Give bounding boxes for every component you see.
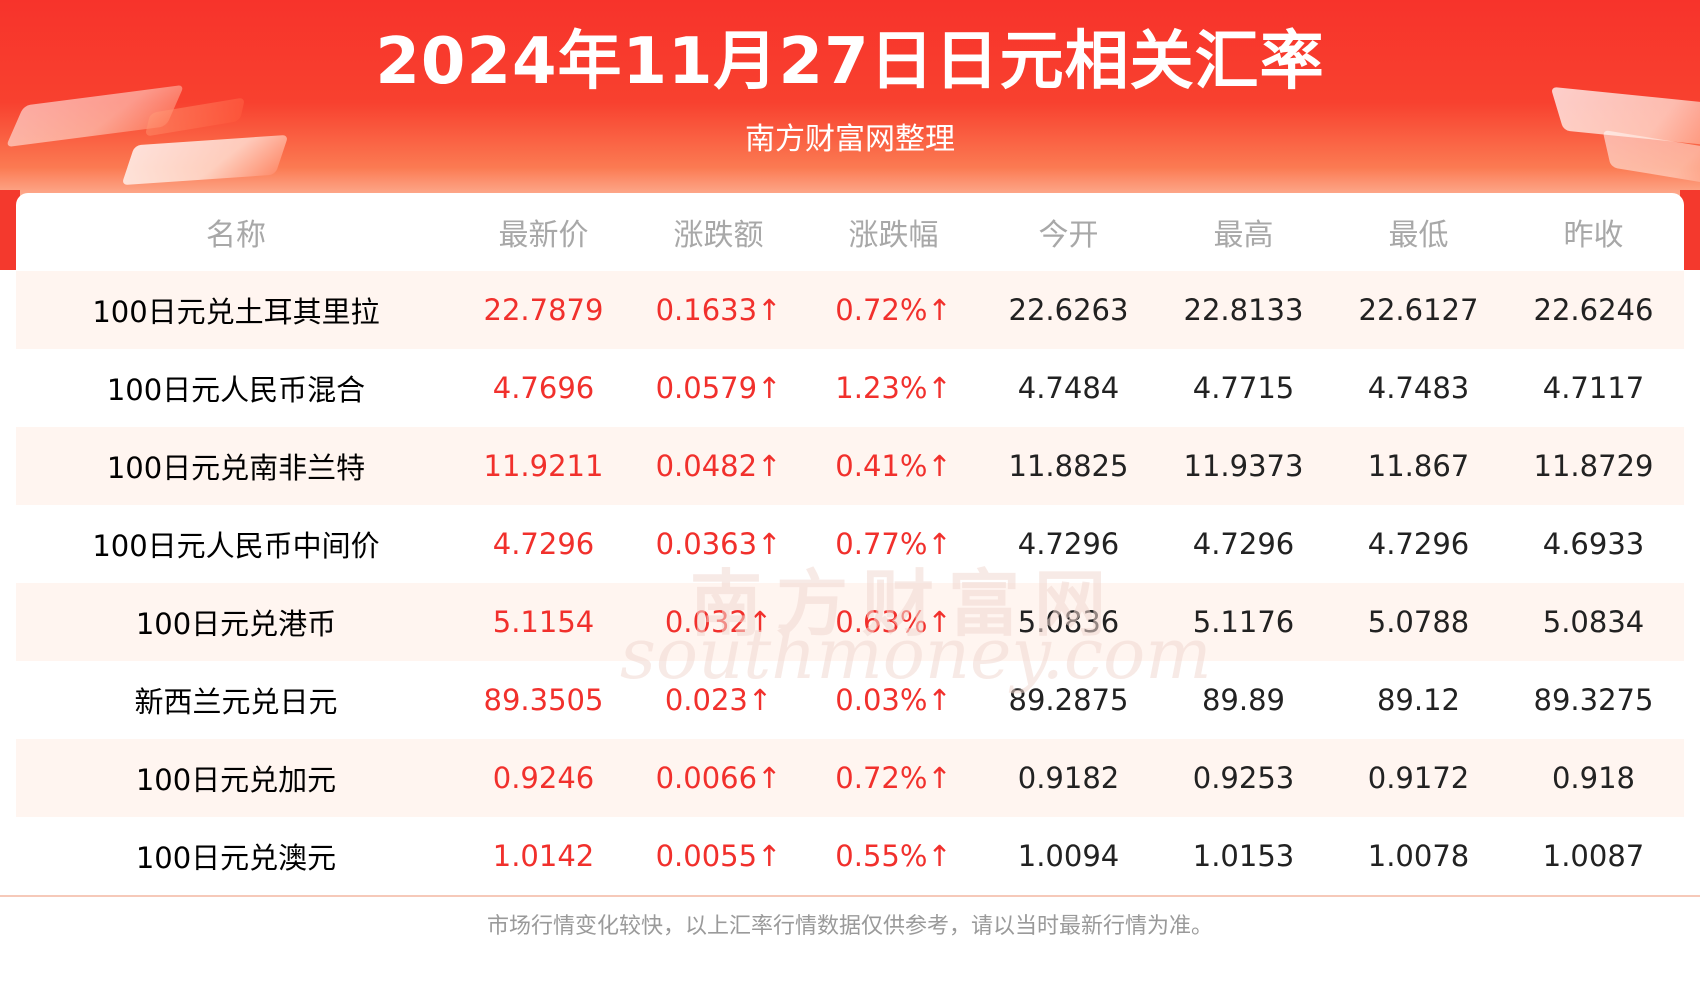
table-header: 名称 最新价 涨跌额 涨跌幅 今开 最高 最低 昨收 bbox=[16, 193, 1684, 271]
cell-latest: 11.9211 bbox=[483, 449, 604, 483]
side-strip-left bbox=[0, 190, 20, 270]
cell-latest: 22.7879 bbox=[483, 293, 604, 327]
cell-change: 0.0579↑ bbox=[655, 371, 782, 405]
cell-name: 100日元人民币中间价 bbox=[92, 529, 380, 563]
column-header-change: 涨跌额 bbox=[673, 218, 764, 253]
cell-change: 0.023↑ bbox=[664, 683, 773, 717]
footer-disclaimer: 市场行情变化较快，以上汇率行情数据仅供参考，请以当时最新行情为准。 bbox=[486, 914, 1213, 939]
cell-change: 0.032↑ bbox=[664, 605, 773, 639]
cell-open: 22.6263 bbox=[1008, 293, 1129, 327]
cell-low: 1.0078 bbox=[1367, 839, 1470, 873]
table-row: 100日元人民币混合 4.7696 0.0579↑ 1.23%↑ 4.7484 … bbox=[16, 349, 1684, 427]
table-row: 100日元兑港币 5.1154 0.032↑ 0.63%↑ 5.0836 5.1… bbox=[16, 583, 1684, 661]
cell-high: 4.7715 bbox=[1192, 371, 1295, 405]
column-header-high: 最高 bbox=[1213, 218, 1274, 253]
page-subtitle: 南方财富网整理 bbox=[745, 122, 955, 157]
cell-change: 0.0363↑ bbox=[655, 527, 782, 561]
cell-prev-close: 11.8729 bbox=[1533, 449, 1654, 483]
cell-high: 0.9253 bbox=[1192, 761, 1295, 795]
cell-prev-close: 1.0087 bbox=[1542, 839, 1645, 873]
column-header-name: 名称 bbox=[206, 218, 266, 253]
cell-change-pct: 0.72%↑ bbox=[835, 761, 952, 795]
cell-change: 0.0066↑ bbox=[655, 761, 782, 795]
cell-low: 11.867 bbox=[1367, 449, 1470, 483]
column-header-low: 最低 bbox=[1388, 218, 1449, 253]
cell-change-pct: 0.72%↑ bbox=[835, 293, 952, 327]
cell-open: 5.0836 bbox=[1017, 605, 1120, 639]
cell-high: 22.8133 bbox=[1183, 293, 1304, 327]
cell-high: 1.0153 bbox=[1192, 839, 1295, 873]
cell-change-pct: 0.41%↑ bbox=[835, 449, 952, 483]
cell-name: 100日元人民币混合 bbox=[106, 373, 366, 407]
cell-latest: 0.9246 bbox=[492, 761, 595, 795]
cell-prev-close: 22.6246 bbox=[1533, 293, 1654, 327]
cell-latest: 4.7696 bbox=[492, 371, 595, 405]
cell-name: 100日元兑澳元 bbox=[135, 841, 337, 875]
column-header-latest: 最新价 bbox=[498, 218, 589, 253]
rate-table: 名称 最新价 涨跌额 涨跌幅 今开 最高 最低 昨收 100日元兑土耳其里拉 2… bbox=[16, 193, 1684, 895]
cell-name: 100日元兑加元 bbox=[135, 763, 337, 797]
cell-open: 1.0094 bbox=[1017, 839, 1120, 873]
cell-low: 4.7296 bbox=[1367, 527, 1470, 561]
cell-open: 0.9182 bbox=[1017, 761, 1120, 795]
cell-low: 0.9172 bbox=[1367, 761, 1470, 795]
footer-divider bbox=[0, 895, 1700, 897]
cell-high: 5.1176 bbox=[1192, 605, 1295, 639]
cell-change-pct: 0.63%↑ bbox=[835, 605, 952, 639]
column-header-change-pct: 涨跌幅 bbox=[848, 218, 939, 253]
table-row: 100日元兑南非兰特 11.9211 0.0482↑ 0.41%↑ 11.882… bbox=[16, 427, 1684, 505]
cell-latest: 1.0142 bbox=[492, 839, 595, 873]
column-header-prev-close: 昨收 bbox=[1563, 218, 1624, 253]
cell-latest: 4.7296 bbox=[492, 527, 595, 561]
cell-prev-close: 89.3275 bbox=[1533, 683, 1654, 717]
cell-open: 4.7296 bbox=[1017, 527, 1120, 561]
cell-name: 100日元兑港币 bbox=[135, 607, 337, 641]
cell-open: 4.7484 bbox=[1017, 371, 1120, 405]
cell-low: 22.6127 bbox=[1358, 293, 1479, 327]
cell-change-pct: 0.77%↑ bbox=[835, 527, 952, 561]
cell-low: 89.12 bbox=[1376, 683, 1461, 717]
cell-prev-close: 4.6933 bbox=[1542, 527, 1645, 561]
cell-low: 4.7483 bbox=[1367, 371, 1470, 405]
cell-change: 0.1633↑ bbox=[655, 293, 782, 327]
cell-change-pct: 1.23%↑ bbox=[835, 371, 952, 405]
cell-high: 11.9373 bbox=[1183, 449, 1304, 483]
cell-low: 5.0788 bbox=[1367, 605, 1470, 639]
cell-change-pct: 0.03%↑ bbox=[835, 683, 952, 717]
cell-open: 89.2875 bbox=[1008, 683, 1129, 717]
cell-change-pct: 0.55%↑ bbox=[835, 839, 952, 873]
cell-prev-close: 5.0834 bbox=[1542, 605, 1645, 639]
cell-high: 89.89 bbox=[1201, 683, 1286, 717]
cell-change: 0.0055↑ bbox=[655, 839, 782, 873]
cell-name: 新西兰元兑日元 bbox=[134, 685, 338, 719]
table-row: 100日元兑加元 0.9246 0.0066↑ 0.72%↑ 0.9182 0.… bbox=[16, 739, 1684, 817]
cell-prev-close: 4.7117 bbox=[1542, 371, 1645, 405]
cell-high: 4.7296 bbox=[1192, 527, 1295, 561]
cell-prev-close: 0.918 bbox=[1551, 761, 1636, 795]
cell-change: 0.0482↑ bbox=[655, 449, 782, 483]
table-row: 100日元兑土耳其里拉 22.7879 0.1633↑ 0.72%↑ 22.62… bbox=[16, 271, 1684, 349]
page-title: 2024年11月27日日元相关汇率 bbox=[375, 25, 1325, 99]
cell-latest: 5.1154 bbox=[492, 605, 595, 639]
table-row: 新西兰元兑日元 89.3505 0.023↑ 0.03%↑ 89.2875 89… bbox=[16, 661, 1684, 739]
side-strip-right bbox=[1680, 190, 1700, 270]
cell-latest: 89.3505 bbox=[483, 683, 604, 717]
table-row: 100日元兑澳元 1.0142 0.0055↑ 0.55%↑ 1.0094 1.… bbox=[16, 817, 1684, 895]
column-header-open: 今开 bbox=[1038, 218, 1099, 253]
cell-name: 100日元兑南非兰特 bbox=[106, 451, 366, 485]
cell-name: 100日元兑土耳其里拉 bbox=[92, 295, 380, 329]
cell-open: 11.8825 bbox=[1008, 449, 1129, 483]
table-row: 100日元人民币中间价 4.7296 0.0363↑ 0.77%↑ 4.7296… bbox=[16, 505, 1684, 583]
